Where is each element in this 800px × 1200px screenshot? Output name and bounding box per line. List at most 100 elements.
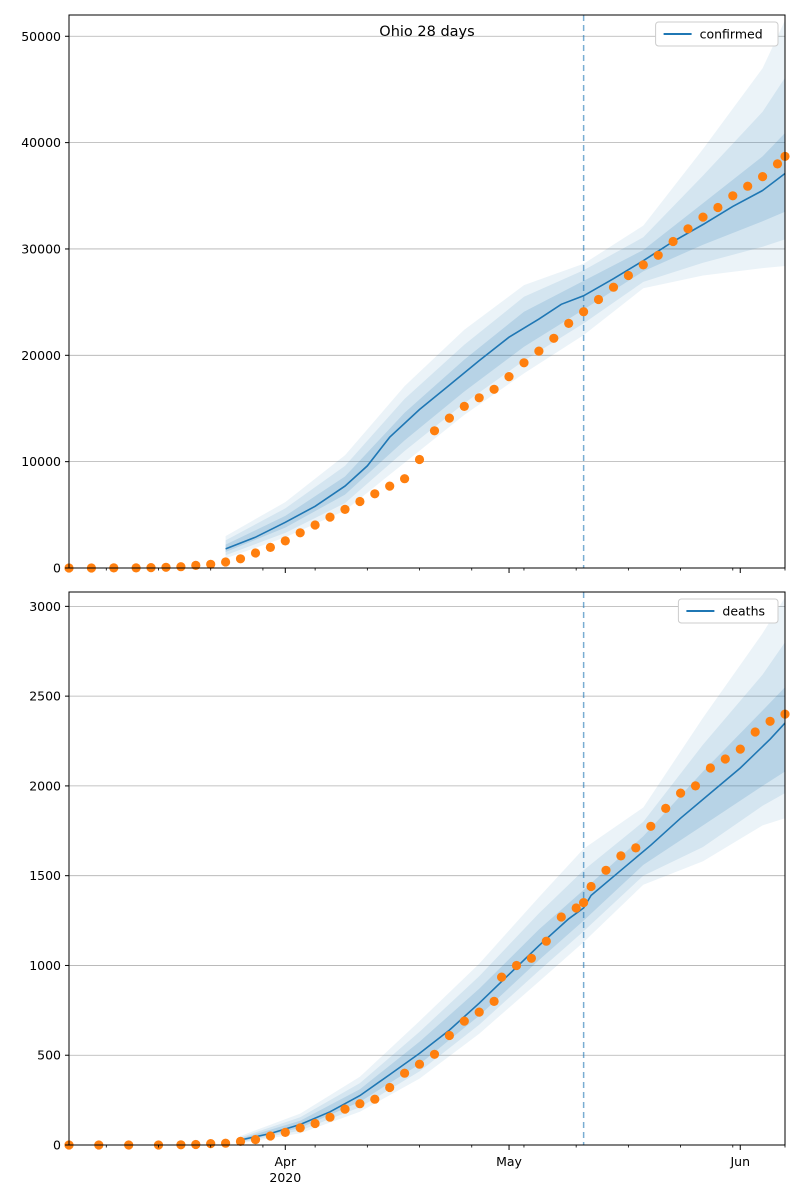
- observed-point: [280, 536, 290, 546]
- observed-point: [414, 454, 425, 465]
- confirmed-axes-frame: [68, 14, 786, 569]
- observed-point: [206, 1139, 216, 1149]
- observed-point: [631, 843, 641, 853]
- uncertainty-band-inner: [225, 133, 786, 552]
- confirmed-axes: 0 10000 20000 30000 40000 50000: [21, 29, 786, 576]
- series-line-confirmed: [225, 172, 786, 550]
- x-tick-label: Apr: [274, 1154, 296, 1169]
- observed-point: [474, 1007, 484, 1017]
- y-tick-label: 2000: [29, 778, 61, 793]
- observed-point: [616, 851, 626, 861]
- observed-point: [191, 560, 201, 571]
- observed-point: [235, 1136, 246, 1146]
- observed-point: [429, 426, 440, 436]
- observed-point: [772, 159, 783, 169]
- observed-point: [638, 260, 648, 270]
- uncertainty-band-middle: [225, 77, 786, 556]
- x-tick-label: Jun: [729, 1154, 750, 1169]
- observed-point: [310, 1118, 320, 1129]
- observed-point: [250, 1135, 261, 1145]
- observed-point: [310, 520, 320, 530]
- chart-title: Ohio 28 days: [379, 24, 474, 40]
- observed-point: [489, 384, 499, 394]
- observed-point: [295, 1123, 305, 1133]
- observed-point: [221, 557, 231, 567]
- y-tick-label: 2500: [29, 689, 61, 704]
- observed-point: [750, 727, 760, 737]
- observed-point: [623, 270, 634, 281]
- deaths-observed-points: [64, 709, 790, 1150]
- y-tick-label: 30000: [21, 241, 61, 256]
- x-tick-label: May: [496, 1154, 522, 1169]
- observed-point: [370, 1094, 380, 1104]
- observed-point: [541, 936, 551, 946]
- y-tick-label: 50000: [21, 29, 61, 44]
- observed-point: [586, 881, 596, 892]
- observed-point: [601, 865, 611, 875]
- observed-point: [385, 1082, 395, 1093]
- observed-point: [690, 781, 701, 791]
- observed-point: [400, 474, 410, 484]
- observed-point: [325, 512, 335, 522]
- observed-point: [511, 960, 522, 971]
- y-tick-label: 10000: [21, 454, 61, 469]
- observed-point: [519, 358, 529, 368]
- observed-point: [400, 1068, 410, 1078]
- observed-point: [385, 481, 395, 491]
- observed-point: [250, 548, 261, 558]
- observed-point: [713, 202, 723, 213]
- observed-point: [593, 294, 604, 305]
- observed-point: [758, 172, 768, 182]
- observed-point: [720, 754, 730, 764]
- observed-point: [668, 236, 678, 247]
- y-tick-label: 1500: [29, 868, 61, 883]
- observed-point: [743, 181, 753, 191]
- observed-point: [265, 542, 275, 553]
- observed-point: [526, 953, 537, 963]
- observed-point: [221, 1138, 231, 1148]
- observed-point: [579, 898, 589, 908]
- observed-point: [579, 307, 589, 317]
- observed-point: [564, 318, 574, 328]
- observed-point: [444, 413, 454, 423]
- observed-point: [429, 1049, 440, 1059]
- y-tick-label: 20000: [21, 348, 61, 363]
- observed-point: [556, 912, 566, 922]
- observed-point: [340, 504, 350, 514]
- observed-point: [459, 1016, 469, 1026]
- deaths-series-lines: [240, 722, 786, 1141]
- observed-point: [765, 716, 775, 726]
- observed-point: [735, 744, 745, 754]
- observed-point: [504, 372, 514, 382]
- legend-box: [655, 21, 779, 47]
- observed-point: [370, 489, 380, 499]
- observed-point: [295, 528, 305, 538]
- observed-point: [653, 250, 663, 260]
- observed-point: [280, 1127, 290, 1137]
- x-tick-sublabel: 2020: [269, 1170, 301, 1185]
- observed-point: [571, 903, 581, 913]
- observed-point: [161, 562, 171, 572]
- confirmed-observed-points: [64, 151, 790, 573]
- series-line-deaths: [240, 722, 786, 1141]
- deaths-axes-frame: [68, 591, 786, 1146]
- legend-box: [677, 598, 779, 624]
- observed-point: [608, 282, 619, 292]
- observed-point: [474, 393, 484, 403]
- observed-point: [325, 1112, 335, 1122]
- observed-point: [728, 191, 738, 201]
- observed-point: [459, 401, 469, 411]
- y-tick-label: 0: [53, 561, 61, 576]
- observed-point: [683, 224, 693, 234]
- observed-point: [355, 496, 365, 507]
- legend-label-confirmed: confirmed: [700, 27, 763, 42]
- observed-point: [355, 1099, 365, 1109]
- observed-point: [661, 803, 671, 814]
- legend-label-deaths: deaths: [722, 604, 765, 619]
- y-tick-label: 0: [53, 1138, 61, 1153]
- observed-point: [340, 1104, 350, 1114]
